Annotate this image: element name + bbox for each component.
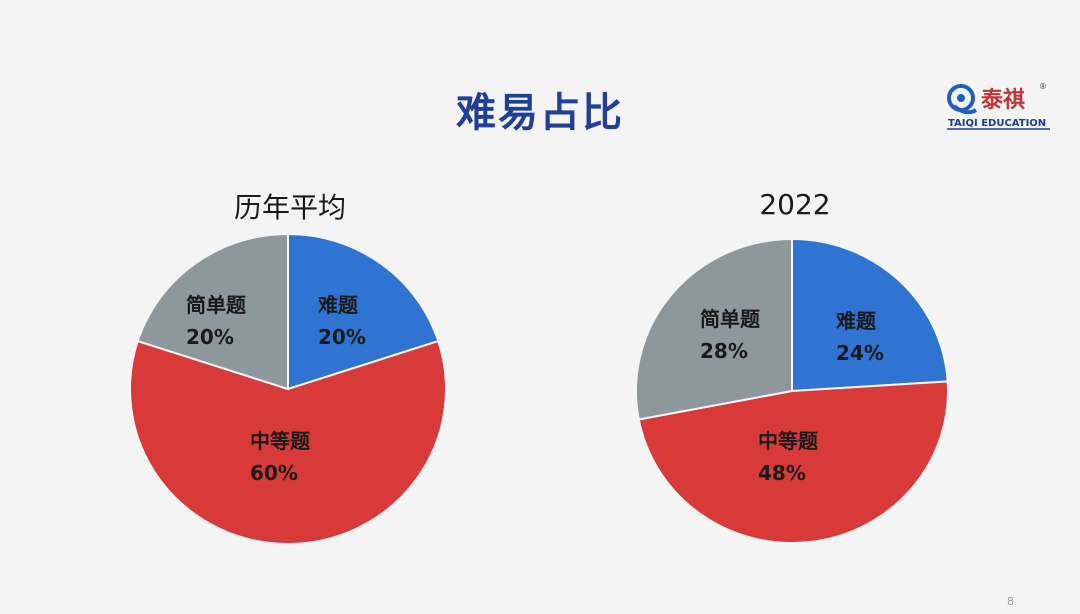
slice-value-hard: 20%	[318, 325, 366, 349]
pie-slice-easy	[136, 232, 289, 391]
pie-slice-hard	[791, 237, 949, 393]
chart-title-average: 历年平均	[233, 191, 346, 224]
pie-slice-hard	[287, 232, 440, 391]
slice-value-medium: 60%	[250, 461, 298, 485]
svg-text:®: ®	[1039, 82, 1047, 91]
slice-value-medium: 48%	[758, 461, 806, 485]
svg-text:TAIQI EDUCATION: TAIQI EDUCATION	[948, 118, 1046, 129]
pie-slice-easy	[635, 237, 793, 421]
slice-label-medium: 中等题	[758, 429, 819, 453]
logo-swirl-icon	[947, 84, 978, 115]
slide-title: 难易占比	[456, 90, 624, 136]
slice-label-hard: 难题	[835, 309, 877, 333]
pie-chart-2022: 难题 24% 中等题 48% 简单题 28%	[635, 237, 949, 544]
slice-value-easy: 20%	[186, 325, 234, 349]
chart-title-2022: 2022	[759, 188, 831, 221]
slice-value-hard: 24%	[836, 341, 884, 365]
slice-label-medium: 中等题	[250, 429, 311, 453]
slice-label-easy: 简单题	[700, 307, 761, 331]
pie-chart-average: 难题 20% 中等题 60% 简单题 20%	[129, 232, 447, 545]
pie-slice-medium	[129, 339, 447, 545]
svg-text:泰祺: 泰祺	[980, 87, 1025, 113]
pie-slice-medium	[637, 380, 949, 544]
slice-label-hard: 难题	[317, 293, 359, 317]
slice-label-easy: 简单题	[186, 293, 247, 317]
taiqi-logo: 泰祺 ® TAIQI EDUCATION	[947, 82, 1050, 130]
slice-value-easy: 28%	[700, 339, 748, 363]
page-number: 8	[1007, 595, 1014, 608]
